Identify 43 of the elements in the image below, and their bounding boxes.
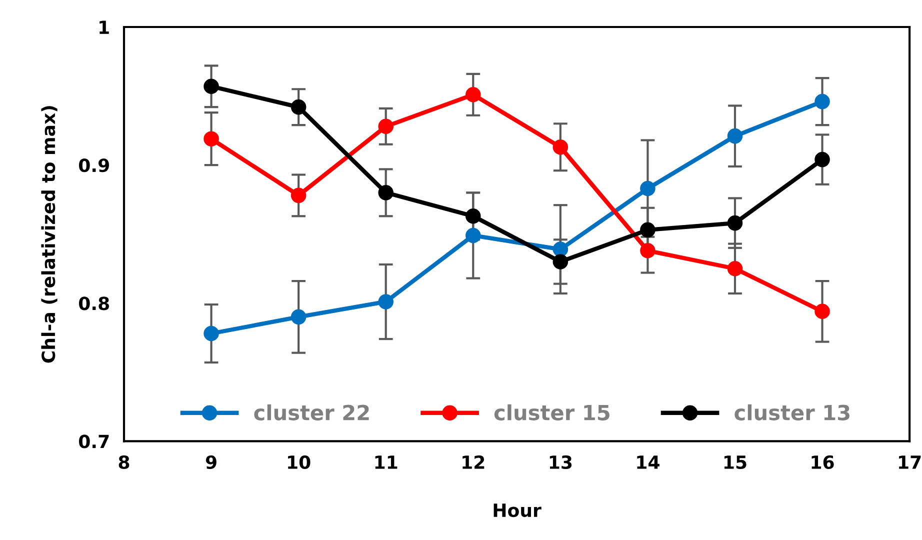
x-tick-label: 10: [288, 455, 310, 470]
point: [290, 188, 306, 204]
x-tick-label: 14: [637, 456, 660, 469]
point: [727, 260, 743, 276]
point: [640, 180, 656, 196]
point: [466, 208, 481, 224]
point: [378, 118, 394, 134]
point: [378, 294, 394, 310]
point: [466, 228, 481, 244]
y-tick-label: 0.7: [79, 434, 109, 448]
y-axis-title: Chl-a (relativized to max): [41, 106, 58, 363]
y-tick-label: 0.8: [79, 296, 109, 310]
point: [204, 131, 219, 146]
legend-label: cluster 13: [734, 404, 850, 420]
point: [814, 152, 830, 168]
point: [727, 215, 743, 231]
point: [466, 87, 481, 102]
point: [552, 242, 568, 257]
point: [814, 94, 830, 110]
x-tick-label: 16: [812, 455, 834, 470]
point: [552, 254, 568, 270]
point: [378, 185, 394, 200]
point: [204, 326, 219, 342]
point: [290, 99, 306, 115]
point: [552, 139, 568, 155]
x-tick-label: 13: [550, 455, 572, 470]
y-tick-label: 1: [100, 20, 109, 34]
point: [727, 128, 743, 144]
x-tick-label: 9: [206, 455, 216, 470]
point: [204, 78, 219, 94]
point: [640, 243, 656, 258]
legend-label: cluster 22: [254, 404, 369, 420]
y-tick-label: 0.9: [79, 158, 109, 172]
point: [640, 222, 656, 238]
point: [290, 309, 306, 325]
x-tick-label: 17: [899, 456, 921, 469]
legend-label: cluster 15: [494, 404, 610, 420]
x-tick-label: 12: [462, 455, 484, 469]
x-tick-label: 15: [724, 456, 746, 470]
x-tick-label: 8: [118, 455, 130, 470]
x-tick-label: 11: [375, 456, 398, 469]
point: [814, 304, 830, 320]
x-axis-title: Hour: [494, 504, 542, 518]
